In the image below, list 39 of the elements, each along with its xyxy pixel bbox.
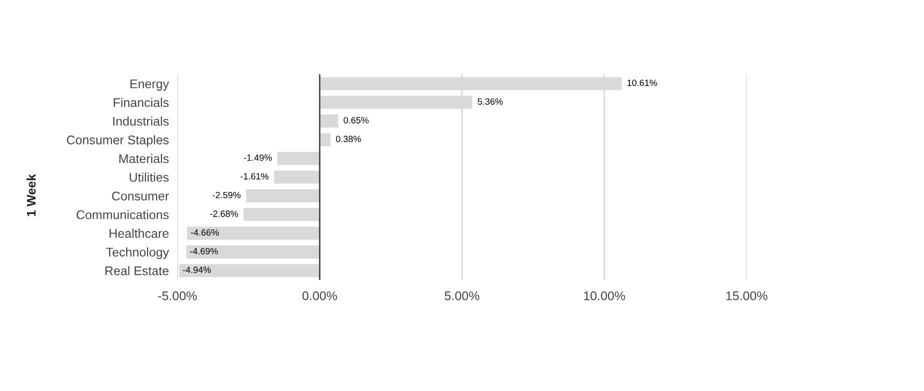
bar [243, 208, 320, 222]
y-tick-label: Real Estate [105, 266, 169, 276]
y-tick-label: Consumer Staples [66, 135, 169, 147]
data-label: -1.61% [240, 173, 268, 180]
data-label: -2.59% [212, 192, 241, 198]
x-tick-label: 0.00% [302, 291, 337, 300]
data-label: -4.69% [190, 248, 218, 254]
bar [320, 77, 622, 90]
y-axis-title: 1 Week [26, 174, 36, 216]
y-tick-label: Communications [76, 210, 169, 220]
bar [274, 170, 320, 184]
x-tick-label: 15.00% [726, 291, 768, 300]
bar [246, 189, 320, 202]
bar [187, 226, 320, 240]
data-label: -1.49% [244, 154, 272, 161]
data-label: -4.66% [190, 229, 219, 236]
data-label: -2.68% [210, 210, 238, 217]
y-tick-label: Healthcare [110, 228, 169, 238]
y-tick-label: Consumer [112, 192, 169, 200]
bar [277, 152, 320, 165]
bar [186, 245, 320, 258]
data-label: -4.94% [182, 266, 211, 274]
y-tick-label: Materials [119, 154, 169, 164]
x-tick-label: 10.00% [584, 291, 626, 300]
data-label: 0.38% [336, 136, 361, 142]
bar [320, 114, 338, 128]
x-tick-label: 5.00% [444, 291, 480, 300]
bar [320, 96, 472, 109]
bar [179, 264, 320, 278]
y-tick-label: Financials [114, 98, 169, 107]
y-tick-label: Industrials [113, 116, 169, 126]
x-tick-label: -5.00% [158, 291, 197, 300]
y-tick-label: Utilities [130, 172, 169, 182]
data-label: 5.36% [478, 98, 503, 105]
y-tick-label: Energy [130, 80, 170, 91]
bar [320, 133, 331, 146]
y-tick-label: Technology [106, 247, 170, 260]
data-label: 0.65% [344, 117, 369, 124]
data-label: 10.61% [627, 80, 658, 86]
